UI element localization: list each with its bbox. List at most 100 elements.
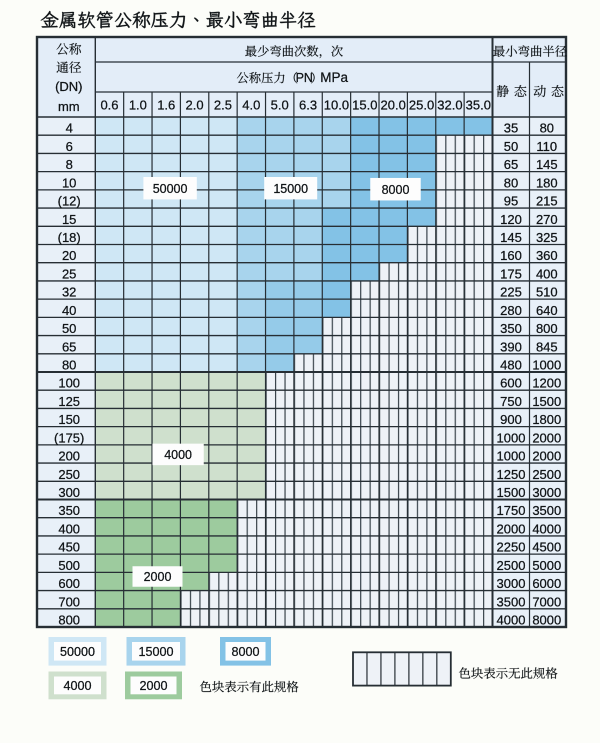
svg-text:1200: 1200 [532, 376, 561, 391]
svg-text:2000: 2000 [139, 679, 167, 693]
svg-text:2000: 2000 [532, 430, 561, 445]
svg-text:390: 390 [500, 339, 522, 354]
svg-text:1500: 1500 [497, 485, 526, 500]
svg-text:35: 35 [504, 121, 518, 136]
svg-text:145: 145 [536, 157, 558, 172]
svg-text:1000: 1000 [497, 449, 526, 464]
svg-text:2.5: 2.5 [214, 97, 232, 112]
svg-text:150: 150 [58, 412, 80, 427]
svg-text:160: 160 [500, 248, 522, 263]
svg-text:450: 450 [58, 540, 80, 555]
svg-text:845: 845 [536, 339, 558, 354]
svg-text:145: 145 [500, 230, 522, 245]
svg-text:500: 500 [58, 558, 80, 573]
svg-text:300: 300 [58, 485, 80, 500]
svg-text:3500: 3500 [532, 503, 561, 518]
svg-text:750: 750 [500, 394, 522, 409]
svg-text:280: 280 [500, 303, 522, 318]
svg-text:400: 400 [536, 266, 558, 281]
svg-text:(175): (175) [54, 430, 84, 445]
svg-text:100: 100 [58, 376, 80, 391]
svg-text:3500: 3500 [497, 594, 526, 609]
svg-text:800: 800 [536, 321, 558, 336]
svg-text:1.0: 1.0 [129, 97, 147, 112]
svg-text:6: 6 [66, 139, 73, 154]
svg-text:600: 600 [58, 576, 80, 591]
svg-text:5.0: 5.0 [271, 97, 289, 112]
svg-text:3000: 3000 [532, 485, 561, 500]
svg-text:1500: 1500 [532, 394, 561, 409]
svg-text:20: 20 [62, 248, 76, 263]
svg-text:40: 40 [62, 303, 76, 318]
svg-text:6000: 6000 [532, 576, 561, 591]
svg-text:25.0: 25.0 [409, 97, 434, 112]
svg-text:95: 95 [504, 194, 518, 209]
svg-text:510: 510 [536, 285, 558, 300]
svg-text:8: 8 [66, 157, 73, 172]
svg-text:25: 25 [62, 266, 76, 281]
svg-text:640: 640 [536, 303, 558, 318]
svg-text:6.3: 6.3 [299, 97, 317, 112]
svg-text:10.0: 10.0 [324, 97, 349, 112]
svg-text:400: 400 [58, 521, 80, 536]
svg-text:15000: 15000 [273, 182, 308, 196]
svg-text:4: 4 [66, 121, 73, 136]
svg-text:80: 80 [62, 357, 76, 372]
svg-text:mm: mm [58, 99, 80, 114]
svg-text:2500: 2500 [532, 467, 561, 482]
svg-text:MPa: MPa [320, 70, 348, 85]
svg-text:8000: 8000 [382, 183, 410, 197]
svg-text:350: 350 [500, 321, 522, 336]
svg-text:360: 360 [536, 248, 558, 263]
svg-text:600: 600 [500, 376, 522, 391]
svg-text:215: 215 [536, 194, 558, 209]
svg-text:10: 10 [62, 175, 76, 190]
svg-text:80: 80 [540, 121, 554, 136]
svg-text:120: 120 [500, 212, 522, 227]
svg-text:4500: 4500 [532, 540, 561, 555]
svg-text:250: 250 [58, 467, 80, 482]
svg-text:2250: 2250 [497, 540, 526, 555]
svg-text:35.0: 35.0 [466, 97, 491, 112]
svg-text:4000: 4000 [532, 521, 561, 536]
svg-text:65: 65 [504, 157, 518, 172]
svg-text:110: 110 [536, 139, 557, 154]
svg-text:225: 225 [500, 285, 522, 300]
svg-text:50000: 50000 [60, 645, 95, 659]
svg-text:1800: 1800 [532, 412, 561, 427]
svg-text:700: 700 [58, 594, 80, 609]
svg-text:15: 15 [62, 212, 76, 227]
svg-text:32: 32 [62, 285, 76, 300]
svg-text:(12): (12) [58, 194, 81, 209]
svg-text:PN: PN [296, 71, 313, 85]
svg-text:270: 270 [536, 212, 558, 227]
svg-text:125: 125 [58, 394, 80, 409]
svg-text:50: 50 [504, 139, 518, 154]
svg-text:325: 325 [536, 230, 558, 245]
svg-text:7000: 7000 [532, 594, 561, 609]
svg-text:1250: 1250 [497, 467, 526, 482]
svg-text:65: 65 [62, 339, 76, 354]
svg-text:2500: 2500 [497, 558, 526, 573]
svg-text:50: 50 [62, 321, 76, 336]
svg-text:5000: 5000 [532, 558, 561, 573]
svg-text:0.6: 0.6 [100, 97, 118, 112]
svg-text:200: 200 [58, 449, 80, 464]
svg-text:(DN): (DN) [55, 79, 82, 94]
svg-text:4000: 4000 [497, 612, 526, 627]
svg-text:4000: 4000 [164, 448, 192, 462]
svg-text:1000: 1000 [497, 430, 526, 445]
svg-text:180: 180 [536, 175, 558, 190]
svg-text:(18): (18) [58, 230, 81, 245]
svg-text:2000: 2000 [497, 521, 526, 536]
svg-text:32.0: 32.0 [437, 97, 462, 112]
svg-text:20.0: 20.0 [381, 97, 406, 112]
svg-text:1750: 1750 [497, 503, 526, 518]
svg-text:480: 480 [500, 357, 522, 372]
svg-text:3000: 3000 [497, 576, 526, 591]
svg-text:8000: 8000 [231, 645, 259, 659]
svg-text:15000: 15000 [138, 645, 173, 659]
svg-text:2.0: 2.0 [186, 97, 204, 112]
svg-text:50000: 50000 [153, 182, 188, 196]
svg-text:2000: 2000 [532, 449, 561, 464]
